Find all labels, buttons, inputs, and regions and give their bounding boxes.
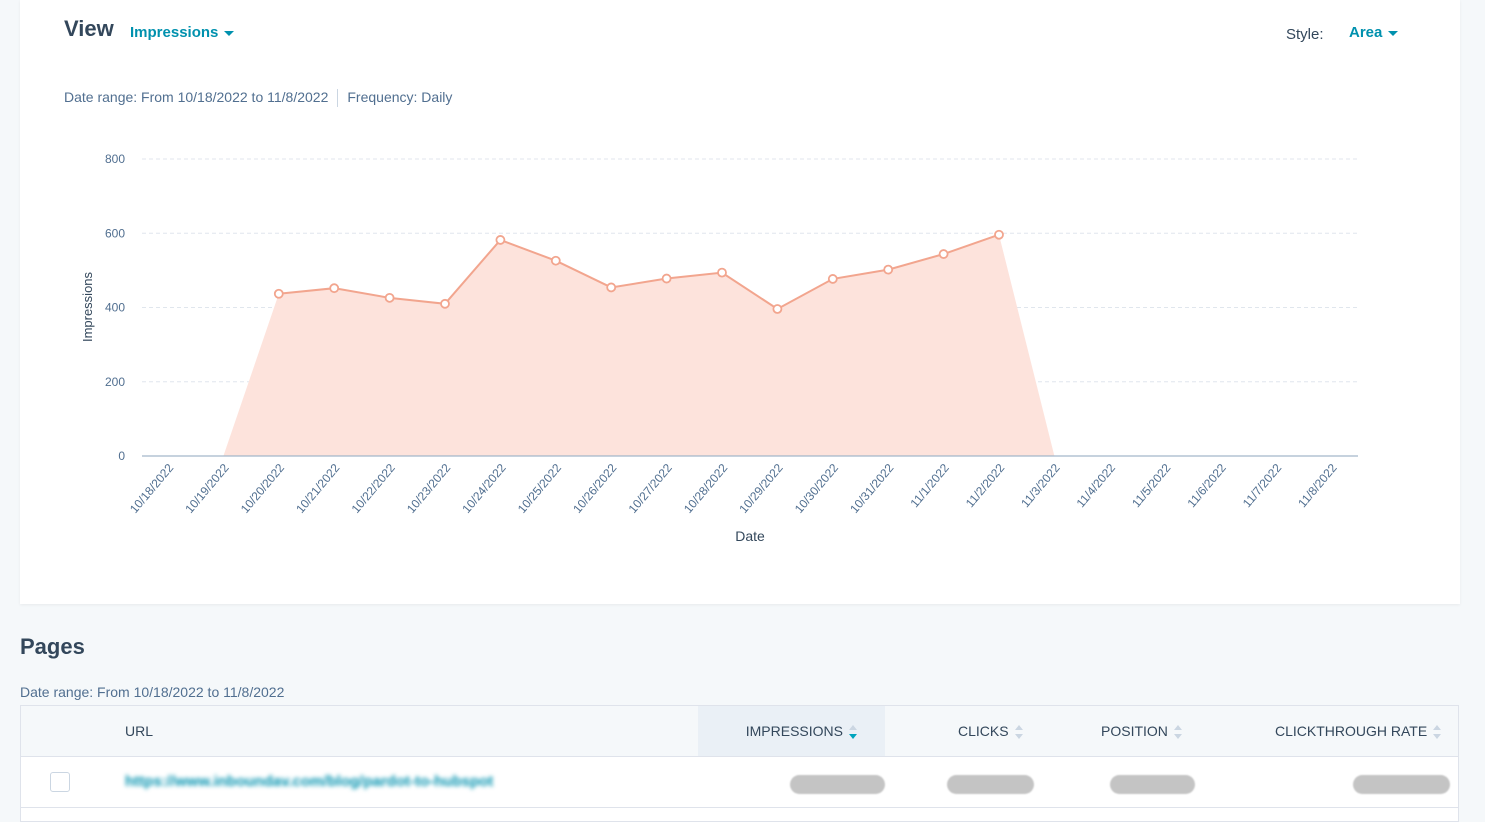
x-tick-label: 10/30/2022 — [792, 461, 842, 516]
style-dropdown-label: Area — [1349, 24, 1383, 41]
series-line — [278, 233, 1000, 311]
caret-down-icon — [224, 30, 235, 36]
style-dropdown[interactable]: Area — [1349, 24, 1399, 41]
x-tick-label: 10/29/2022 — [736, 461, 786, 516]
x-tick-label: 11/5/2022 — [1129, 461, 1174, 510]
x-tick-label: 11/1/2022 — [907, 461, 952, 510]
redacted-ctr-value — [1353, 775, 1450, 794]
pages-title: Pages — [20, 634, 85, 659]
x-tick-label: 10/26/2022 — [570, 461, 620, 516]
x-tick-label: 10/21/2022 — [293, 461, 343, 516]
sort-icon — [1014, 725, 1023, 740]
x-tick-label: 10/31/2022 — [847, 461, 897, 516]
column-header-clicks[interactable]: CLICKS — [958, 706, 1023, 756]
x-tick-label: 10/25/2022 — [515, 461, 565, 516]
chart-meta: Date range: From 10/18/2022 to 11/8/2022… — [64, 89, 453, 108]
column-header-ctr[interactable]: CLICKTHROUGH RATE — [1275, 706, 1442, 756]
redacted-impressions-value — [790, 775, 885, 794]
data-point — [772, 304, 783, 314]
table-header: URL IMPRESSIONS CLICKS POSITION CLICKTHR… — [21, 706, 1458, 757]
x-tick-label: 10/19/2022 — [182, 461, 232, 516]
data-point — [273, 288, 284, 299]
x-tick-label: 11/7/2022 — [1240, 461, 1285, 510]
column-header-ctr-label: CLICKTHROUGH RATE — [1275, 723, 1428, 739]
x-tick-label: 11/3/2022 — [1018, 461, 1063, 510]
sort-desc-icon — [849, 725, 857, 740]
x-tick-label: 11/4/2022 — [1074, 461, 1119, 510]
pages-table: URL IMPRESSIONS CLICKS POSITION CLICKTHR… — [20, 705, 1459, 822]
y-tick-label: 600 — [105, 226, 125, 240]
x-tick-label: 10/18/2022 — [127, 461, 177, 516]
data-point — [606, 282, 617, 293]
date-range-text: Date range: From 10/18/2022 to 11/8/2022 — [64, 89, 329, 105]
metric-dropdown-label: Impressions — [130, 24, 219, 41]
pages-date-range: Date range: From 10/18/2022 to 11/8/2022 — [20, 684, 285, 700]
y-tick-label: 0 — [118, 449, 125, 463]
data-point — [883, 264, 894, 275]
row-checkbox[interactable] — [50, 772, 70, 792]
x-tick-label: 10/27/2022 — [626, 461, 676, 516]
x-tick-label: 10/20/2022 — [238, 461, 288, 516]
data-point — [827, 274, 838, 284]
data-point — [495, 235, 506, 245]
impressions-area-chart: 0 200 400 600 800 10/18/2022 10/19/2022 10/20/2… — [80, 152, 1358, 544]
page-url-link[interactable]: https://www.inboundav.com/blog/pardot-to… — [125, 773, 494, 790]
column-header-position-label: POSITION — [1101, 723, 1168, 739]
metric-dropdown[interactable]: Impressions — [130, 24, 235, 41]
redacted-clicks-value — [947, 775, 1034, 794]
x-tick-label: 11/8/2022 — [1295, 461, 1340, 510]
y-axis-title: Impressions — [80, 271, 95, 342]
x-tick-label: 10/22/2022 — [349, 461, 399, 516]
x-tick-label: 11/6/2022 — [1184, 461, 1229, 510]
column-header-position[interactable]: POSITION — [1101, 706, 1182, 756]
x-tick-label: 10/23/2022 — [404, 461, 454, 516]
data-point — [440, 298, 450, 309]
frequency-text: Frequency: Daily — [347, 89, 453, 105]
y-tick-label: 800 — [105, 152, 125, 166]
y-tick-label: 400 — [105, 301, 125, 315]
redacted-position-value — [1110, 775, 1195, 794]
caret-down-icon — [1388, 30, 1399, 36]
style-label: Style: — [1286, 26, 1324, 43]
x-tick-label: 10/24/2022 — [459, 461, 509, 516]
view-title: View — [64, 16, 114, 41]
data-point — [661, 273, 672, 284]
table-row: https://www.inboundav.com/blog/pardot-to… — [21, 757, 1458, 808]
data-point — [384, 292, 395, 303]
data-point — [329, 283, 340, 294]
column-header-clicks-label: CLICKS — [958, 723, 1009, 739]
data-point — [550, 255, 561, 266]
data-point — [994, 229, 1004, 240]
divider — [337, 89, 339, 108]
data-point — [717, 267, 727, 278]
area-fill — [168, 234, 1332, 456]
column-header-url[interactable]: URL — [125, 723, 154, 739]
sort-icon — [1173, 725, 1182, 740]
x-tick-label: 10/28/2022 — [681, 461, 731, 516]
sort-icon — [1433, 725, 1442, 740]
column-header-impressions-label: IMPRESSIONS — [745, 723, 843, 739]
column-header-impressions[interactable]: IMPRESSIONS — [698, 706, 885, 756]
x-tick-label: 11/2/2022 — [963, 461, 1008, 510]
x-axis-title: Date — [735, 528, 765, 544]
data-point — [938, 249, 949, 259]
y-tick-label: 200 — [105, 375, 125, 389]
